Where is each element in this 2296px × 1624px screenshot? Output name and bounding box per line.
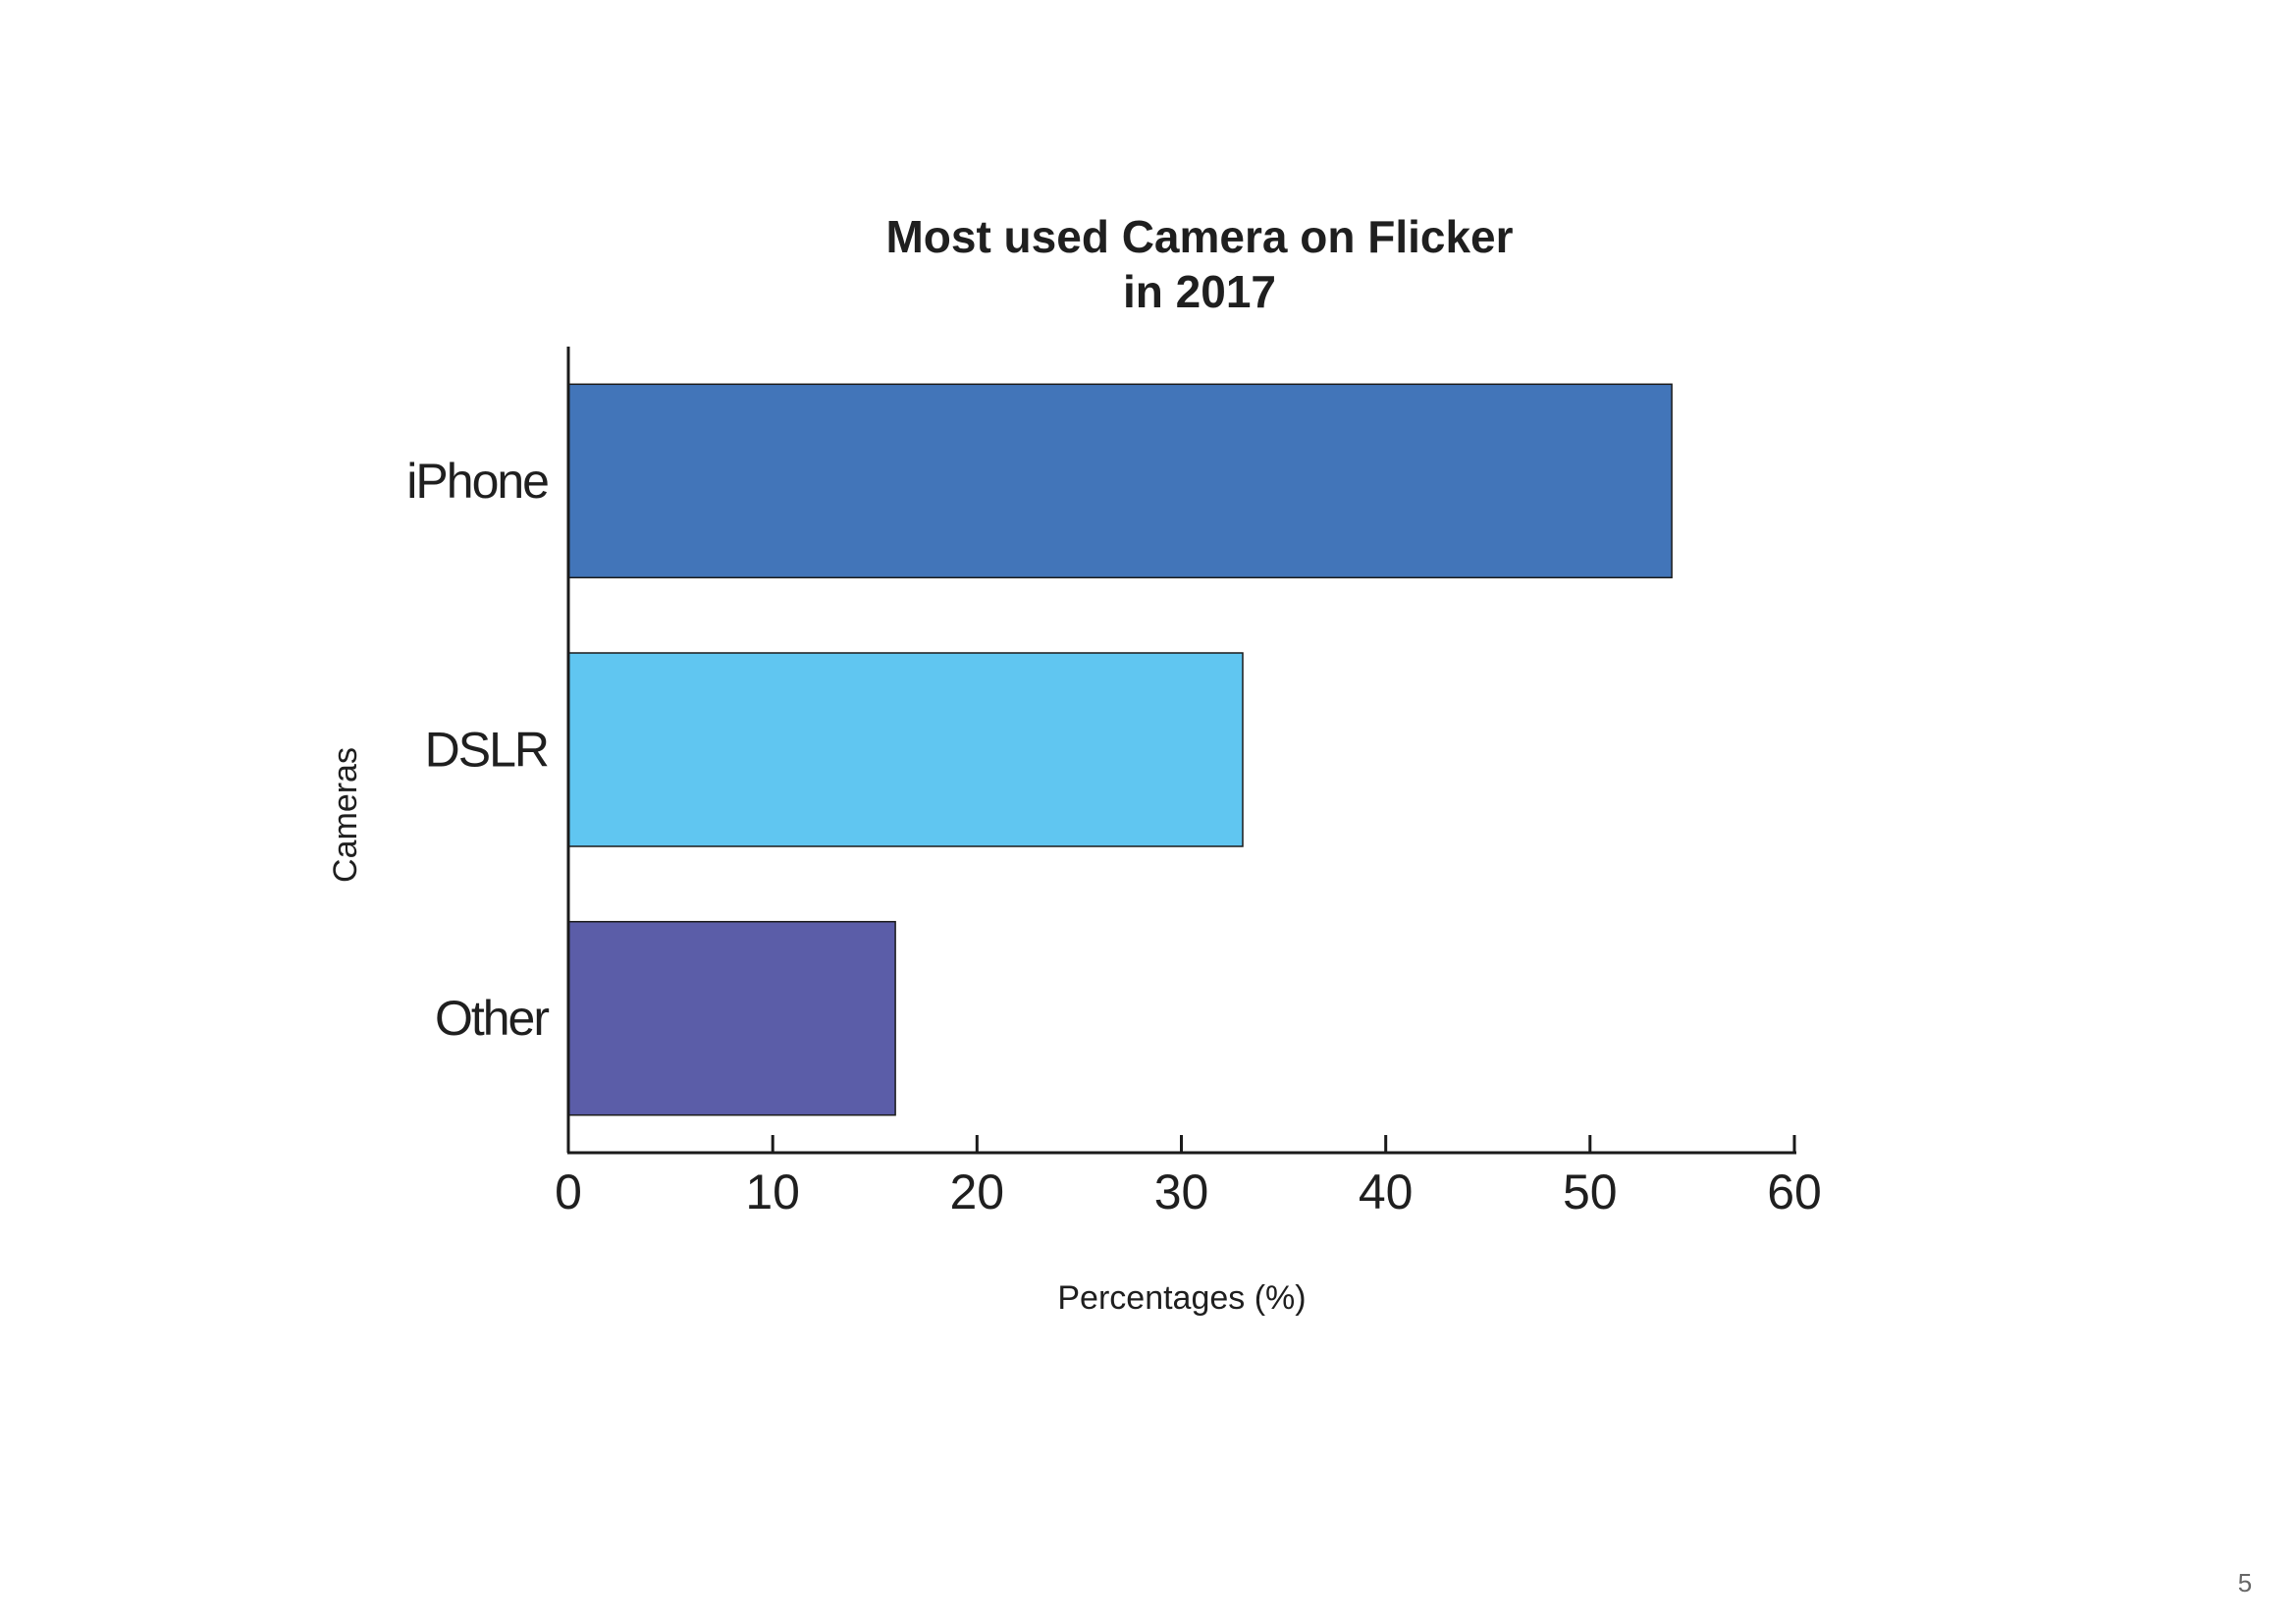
x-tick-label-20: 20 xyxy=(949,1164,1004,1219)
category-label-iphone: iPhone xyxy=(406,454,548,509)
page-number: 5 xyxy=(2238,1568,2252,1597)
x-ticks: 0 10 20 30 40 50 60 xyxy=(555,1135,1822,1219)
x-tick-label-40: 40 xyxy=(1359,1164,1414,1219)
category-labels: iPhone DSLR Other xyxy=(406,454,551,1046)
bars-group xyxy=(567,383,1673,1116)
chart-title-line-1: Most used Camera on Flicker xyxy=(885,211,1513,262)
x-tick-label-60: 60 xyxy=(1767,1164,1822,1219)
x-tick-label-30: 30 xyxy=(1154,1164,1209,1219)
x-axis-title: Percentages (%) xyxy=(1057,1279,1306,1317)
x-tick-label-10: 10 xyxy=(745,1164,800,1219)
y-axis-title: Cameras xyxy=(327,747,364,883)
category-label-dslr: DSLR xyxy=(425,723,548,778)
bar-other xyxy=(567,920,896,1116)
x-tick-label-50: 50 xyxy=(1563,1164,1618,1219)
chart-title-line-2: in 2017 xyxy=(1123,266,1276,317)
category-label-other: Other xyxy=(435,991,549,1046)
bar-dslr xyxy=(567,652,1244,847)
bar-iphone xyxy=(567,383,1673,579)
x-tick-label-0: 0 xyxy=(555,1164,582,1219)
